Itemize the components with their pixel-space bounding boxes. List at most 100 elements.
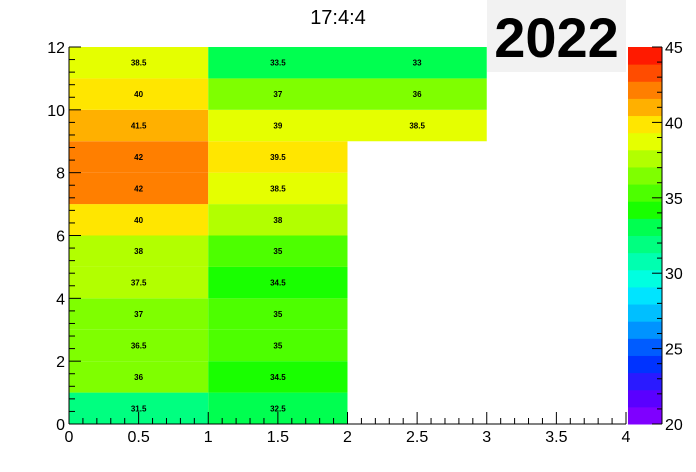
cell-value-label: 37.5 [131,279,147,288]
heatmap-cell-labels: 31.5 32.5 36 34.5 36.5 35 37 35 37.5 34.5 38 35 40 38… [131,59,426,414]
x-tick-label: 3.5 [545,429,567,446]
colorbar-segment [628,338,662,356]
colorbar-segment [628,355,662,374]
colorbar-segment [628,304,662,322]
heatmap-cell [69,141,209,173]
heatmap-cell [208,78,348,110]
x-tick-label: 1 [204,429,213,446]
cell-value-label: 40 [134,216,143,225]
colorbar-segment [628,201,662,219]
chart-title: 17:4:4 [310,7,366,29]
cell-value-label: 39.5 [270,153,286,162]
colorbar-segment [628,321,662,339]
heatmap-cell [208,266,348,299]
heatmap-cell [69,204,209,236]
cell-value-label: 38 [134,247,143,256]
x-tick-label: 2.5 [406,429,428,446]
x-tick-label: 3 [482,429,491,446]
cell-value-label: 38.5 [131,59,147,68]
cell-value-label: 37 [134,310,143,319]
cell-value-label: 38.5 [409,122,425,131]
cell-value-label: 31.5 [131,404,147,413]
heatmap-cell [69,266,209,299]
colorbar-tick-label: 30 [665,266,683,283]
colorbar-segment [628,115,662,134]
cell-value-label: 35 [273,247,282,256]
heatmap-cell [208,204,348,236]
y-tick-label: 10 [47,103,65,120]
heatmap-cell [69,172,209,205]
cell-value-label: 34.5 [270,373,286,382]
heatmap-cell [69,329,209,362]
x-tick-label: 0 [65,429,74,446]
colorbar [628,47,663,425]
cell-value-label: 39 [273,122,282,131]
year-annotation: 2022 [494,6,619,69]
heatmap-cell [208,361,348,393]
cell-value-label: 38 [273,216,282,225]
x-tick-label: 2 [343,429,352,446]
x-tick-label: 4 [622,429,631,446]
heatmap-cell [208,172,348,205]
colorbar-segment [628,286,662,305]
cell-value-label: 42 [134,153,143,162]
x-tick-label: 1.5 [267,429,289,446]
colorbar-segment [628,98,662,117]
colorbar-segment [628,184,662,202]
y-tick-label: 12 [47,40,65,57]
heatmap-cell [69,47,209,79]
cell-value-label: 35 [273,341,282,350]
colorbar-tick-label: 35 [665,191,683,208]
colorbar-segment [628,132,662,151]
colorbar-segment [628,64,662,82]
x-tick-label: 0.5 [128,429,150,446]
colorbar-tick-label: 25 [665,342,683,359]
heatmap-cells [69,47,487,424]
colorbar-tick-label: 20 [665,417,683,434]
colorbar-tick-label: 45 [665,40,683,57]
heatmap-cell [347,109,487,142]
x-axis-ticks: 0 0.5 1 1.5 2 2.5 3 3.5 4 [65,412,631,446]
cell-value-label: 40 [134,90,143,99]
heatmap-cell [208,141,348,173]
colorbar-segment [628,252,662,271]
y-tick-label: 0 [56,417,65,434]
heatmap-cell [208,329,348,362]
heatmap-cell [208,47,348,79]
colorbar-segment [628,372,662,391]
year-annotation-box [487,0,626,72]
heatmap-cell [69,78,209,110]
colorbar-segment [628,81,662,99]
y-tick-label: 6 [56,229,65,246]
heatmap-cell [208,109,348,142]
cell-value-label: 38.5 [270,184,286,193]
cell-value-label: 36.5 [131,341,147,350]
heatmap-cell [69,109,209,142]
cell-value-label: 37 [273,90,282,99]
cell-value-label: 41.5 [131,122,147,131]
cell-value-label: 35 [273,310,282,319]
heatmap-cell [347,47,487,79]
cell-value-label: 33 [413,59,422,68]
cell-value-label: 36 [413,90,422,99]
cell-value-label: 36 [134,373,143,382]
y-tick-label: 2 [56,354,65,371]
heatmap-cell [208,298,348,330]
heatmap-cell [208,235,348,267]
y-tick-label: 4 [56,291,65,308]
colorbar-segment [628,218,662,236]
colorbar-segment [628,166,662,185]
colorbar-tick-label: 40 [665,115,683,132]
heatmap-cell [69,298,209,330]
y-tick-label: 8 [56,166,65,183]
cell-value-label: 34.5 [270,279,286,288]
colorbar-segment [628,269,662,288]
y-axis-ticks: 0 2 4 6 8 10 12 [47,40,81,434]
cell-value-label: 33.5 [270,59,286,68]
colorbar-segment [628,47,662,65]
colorbar-segment [628,389,662,408]
heatmap-cell [69,361,209,393]
colorbar-ticks: 20 25 30 35 40 45 [652,40,683,434]
colorbar-segment [628,406,662,425]
